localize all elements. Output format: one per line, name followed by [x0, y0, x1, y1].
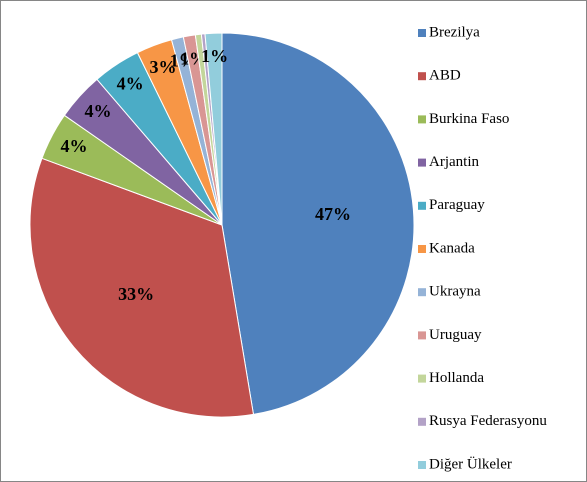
legend-swatch: [418, 374, 426, 383]
legend-swatch: [418, 29, 426, 37]
legend-swatch: [418, 417, 426, 426]
legend-swatch: [418, 158, 426, 167]
pie-slice: [221, 32, 415, 415]
legend-swatch: [418, 461, 426, 469]
data-label: 4%: [60, 136, 87, 156]
legend-swatch: [418, 288, 426, 297]
legend-label: Paraguay: [429, 197, 485, 213]
legend-label: Burkina Faso: [429, 111, 509, 127]
pie-slice: [204, 32, 223, 226]
data-label: 47%: [315, 204, 351, 224]
legend-label: Rusya Federasyonu: [429, 413, 547, 429]
data-label: 3%: [149, 57, 176, 77]
legend-label: ABD: [429, 68, 461, 84]
data-label: 33%: [118, 284, 154, 304]
data-label: 4%: [117, 74, 144, 94]
legend-swatch: [418, 201, 426, 210]
legend-label: Uruguay: [429, 327, 482, 343]
legend-label: Kanada: [429, 240, 475, 256]
legend-label: Ukrayna: [429, 284, 481, 300]
legend-swatch: [418, 72, 426, 81]
legend-swatch: [418, 245, 426, 253]
data-label: 1%: [201, 46, 228, 66]
data-label: 4%: [85, 101, 112, 121]
pie-slice: [29, 157, 255, 418]
legend-label: Hollanda: [429, 370, 484, 386]
legend-label: Arjantin: [429, 154, 479, 170]
legend-swatch: [418, 331, 426, 340]
legend-label: Brezilya: [429, 24, 480, 40]
legend-swatch: [418, 115, 426, 124]
legend-label: Diğer Ülkeler: [429, 455, 512, 472]
